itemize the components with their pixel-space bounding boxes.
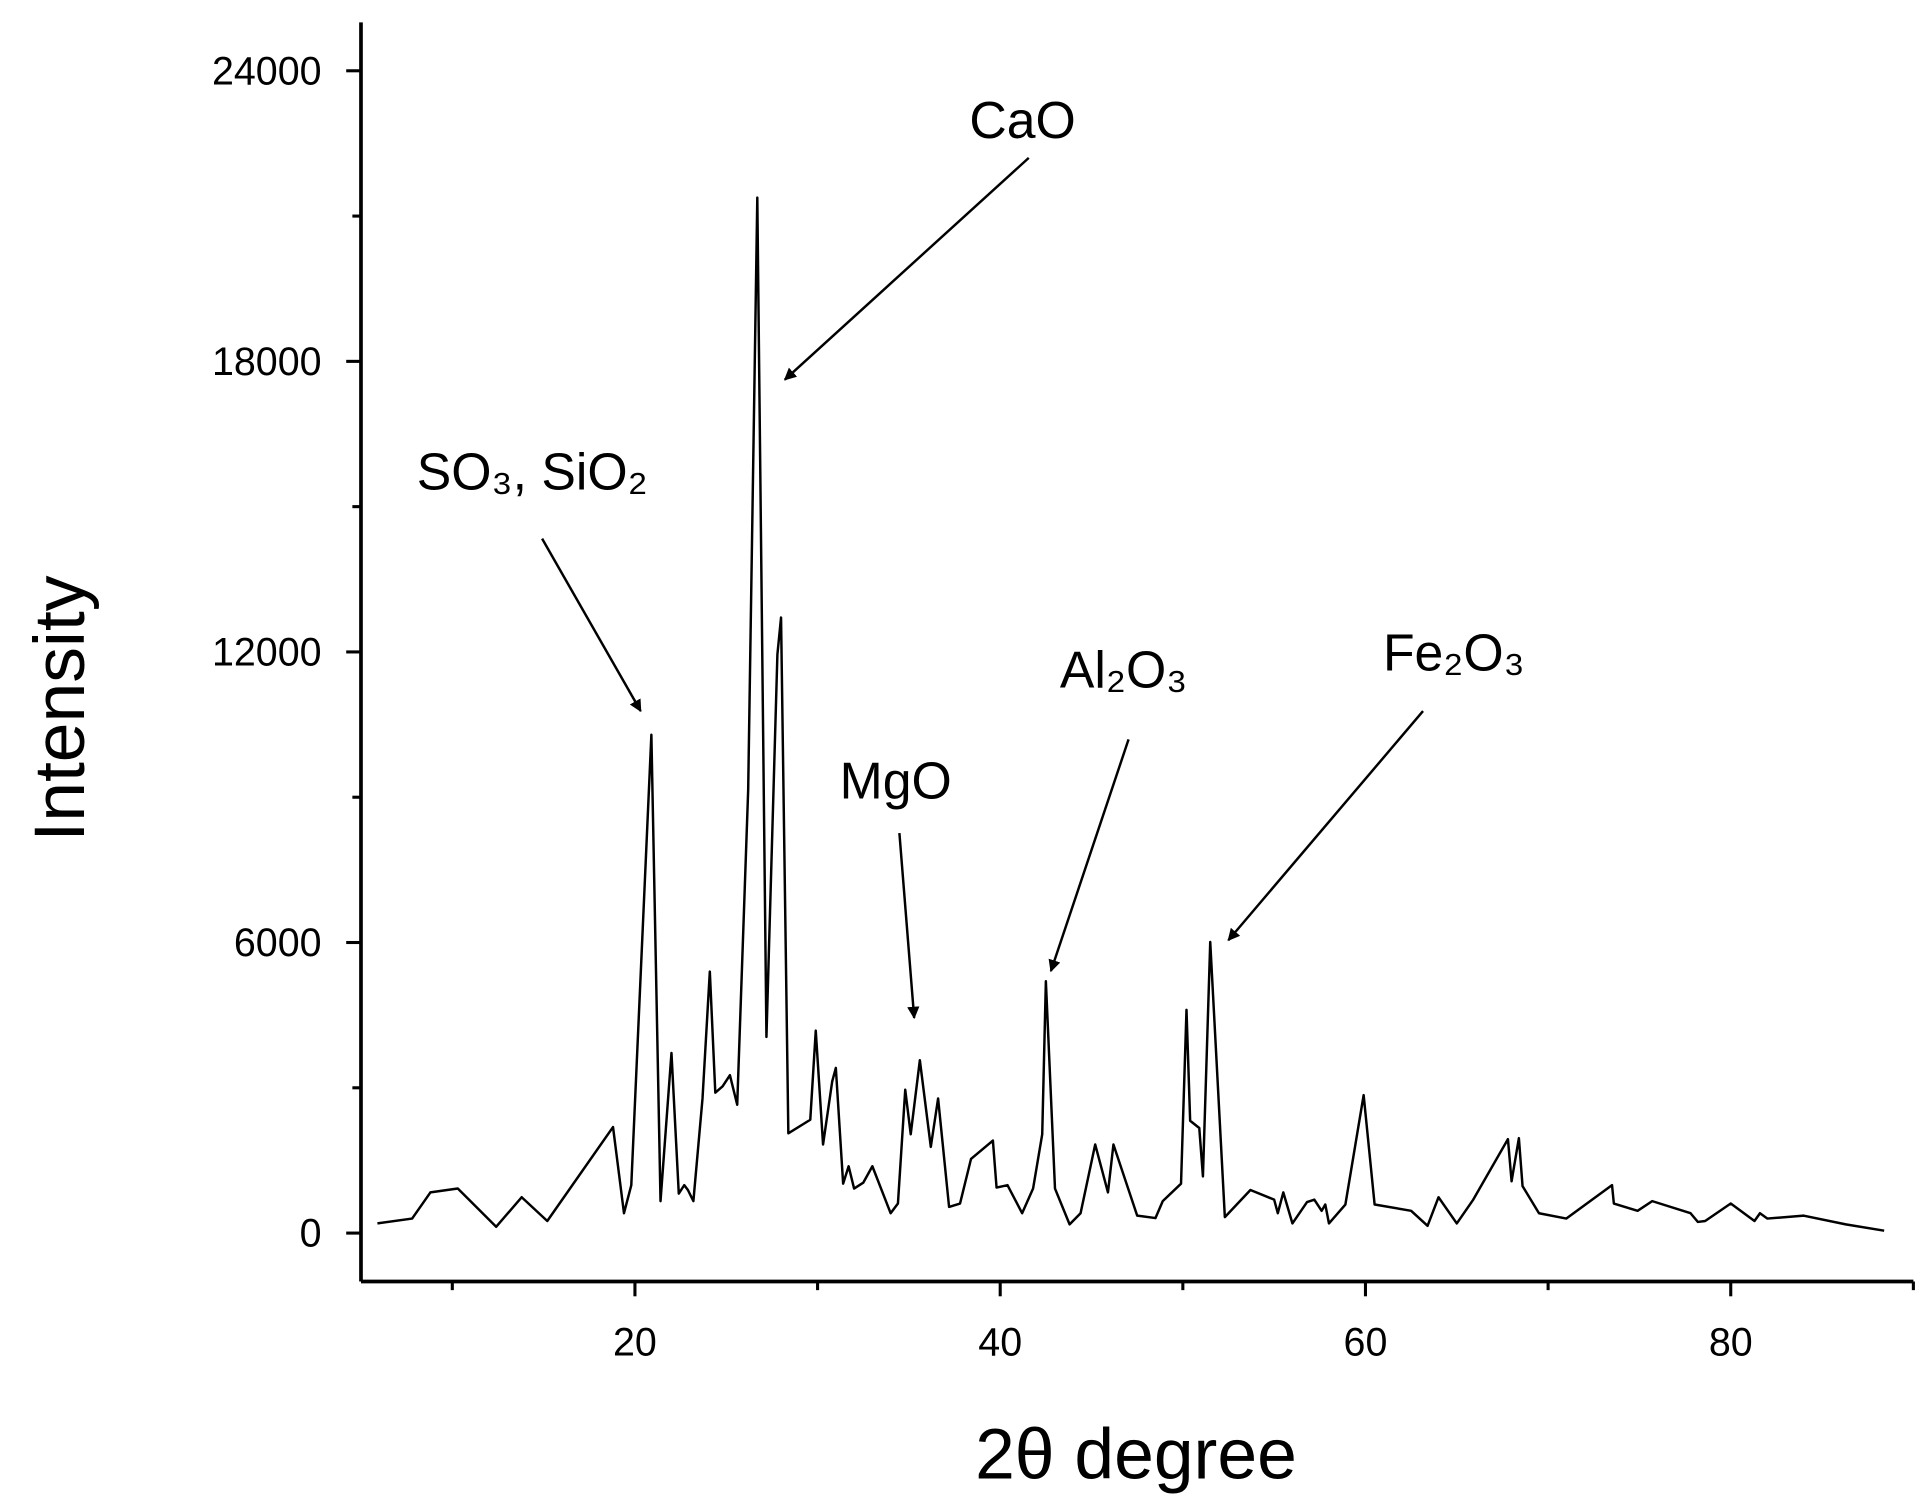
x-tick-label: 60 [1344, 1320, 1388, 1364]
annotation-arrow [898, 832, 920, 1020]
annotation-arrow [1048, 739, 1130, 973]
x-tick-label: 20 [613, 1320, 657, 1364]
annotation-arrow [1227, 710, 1424, 942]
annotation: Fe₂O₃ [1383, 623, 1525, 681]
x-tick-label: 80 [1709, 1320, 1753, 1364]
y-tick-label: 12000 [212, 630, 322, 674]
y-tick-label: 24000 [212, 49, 322, 93]
annotation: Al₂O₃ [1060, 641, 1187, 699]
annotation-arrow [541, 537, 642, 713]
y-tick-label: 18000 [212, 340, 322, 384]
annotation: CaO [969, 91, 1075, 149]
data-line [377, 196, 1885, 1232]
annotation: MgO [840, 752, 952, 810]
y-tick-label: 6000 [234, 921, 322, 965]
x-tick-label: 40 [978, 1320, 1022, 1364]
x-axis-label: 2θ degree [975, 1415, 1297, 1495]
annotation: SO₃, SiO₂ [417, 442, 648, 500]
y-tick-label: 0 [300, 1212, 322, 1256]
y-axis-label: Intensity [20, 575, 100, 841]
annotation-arrow [783, 156, 1030, 381]
